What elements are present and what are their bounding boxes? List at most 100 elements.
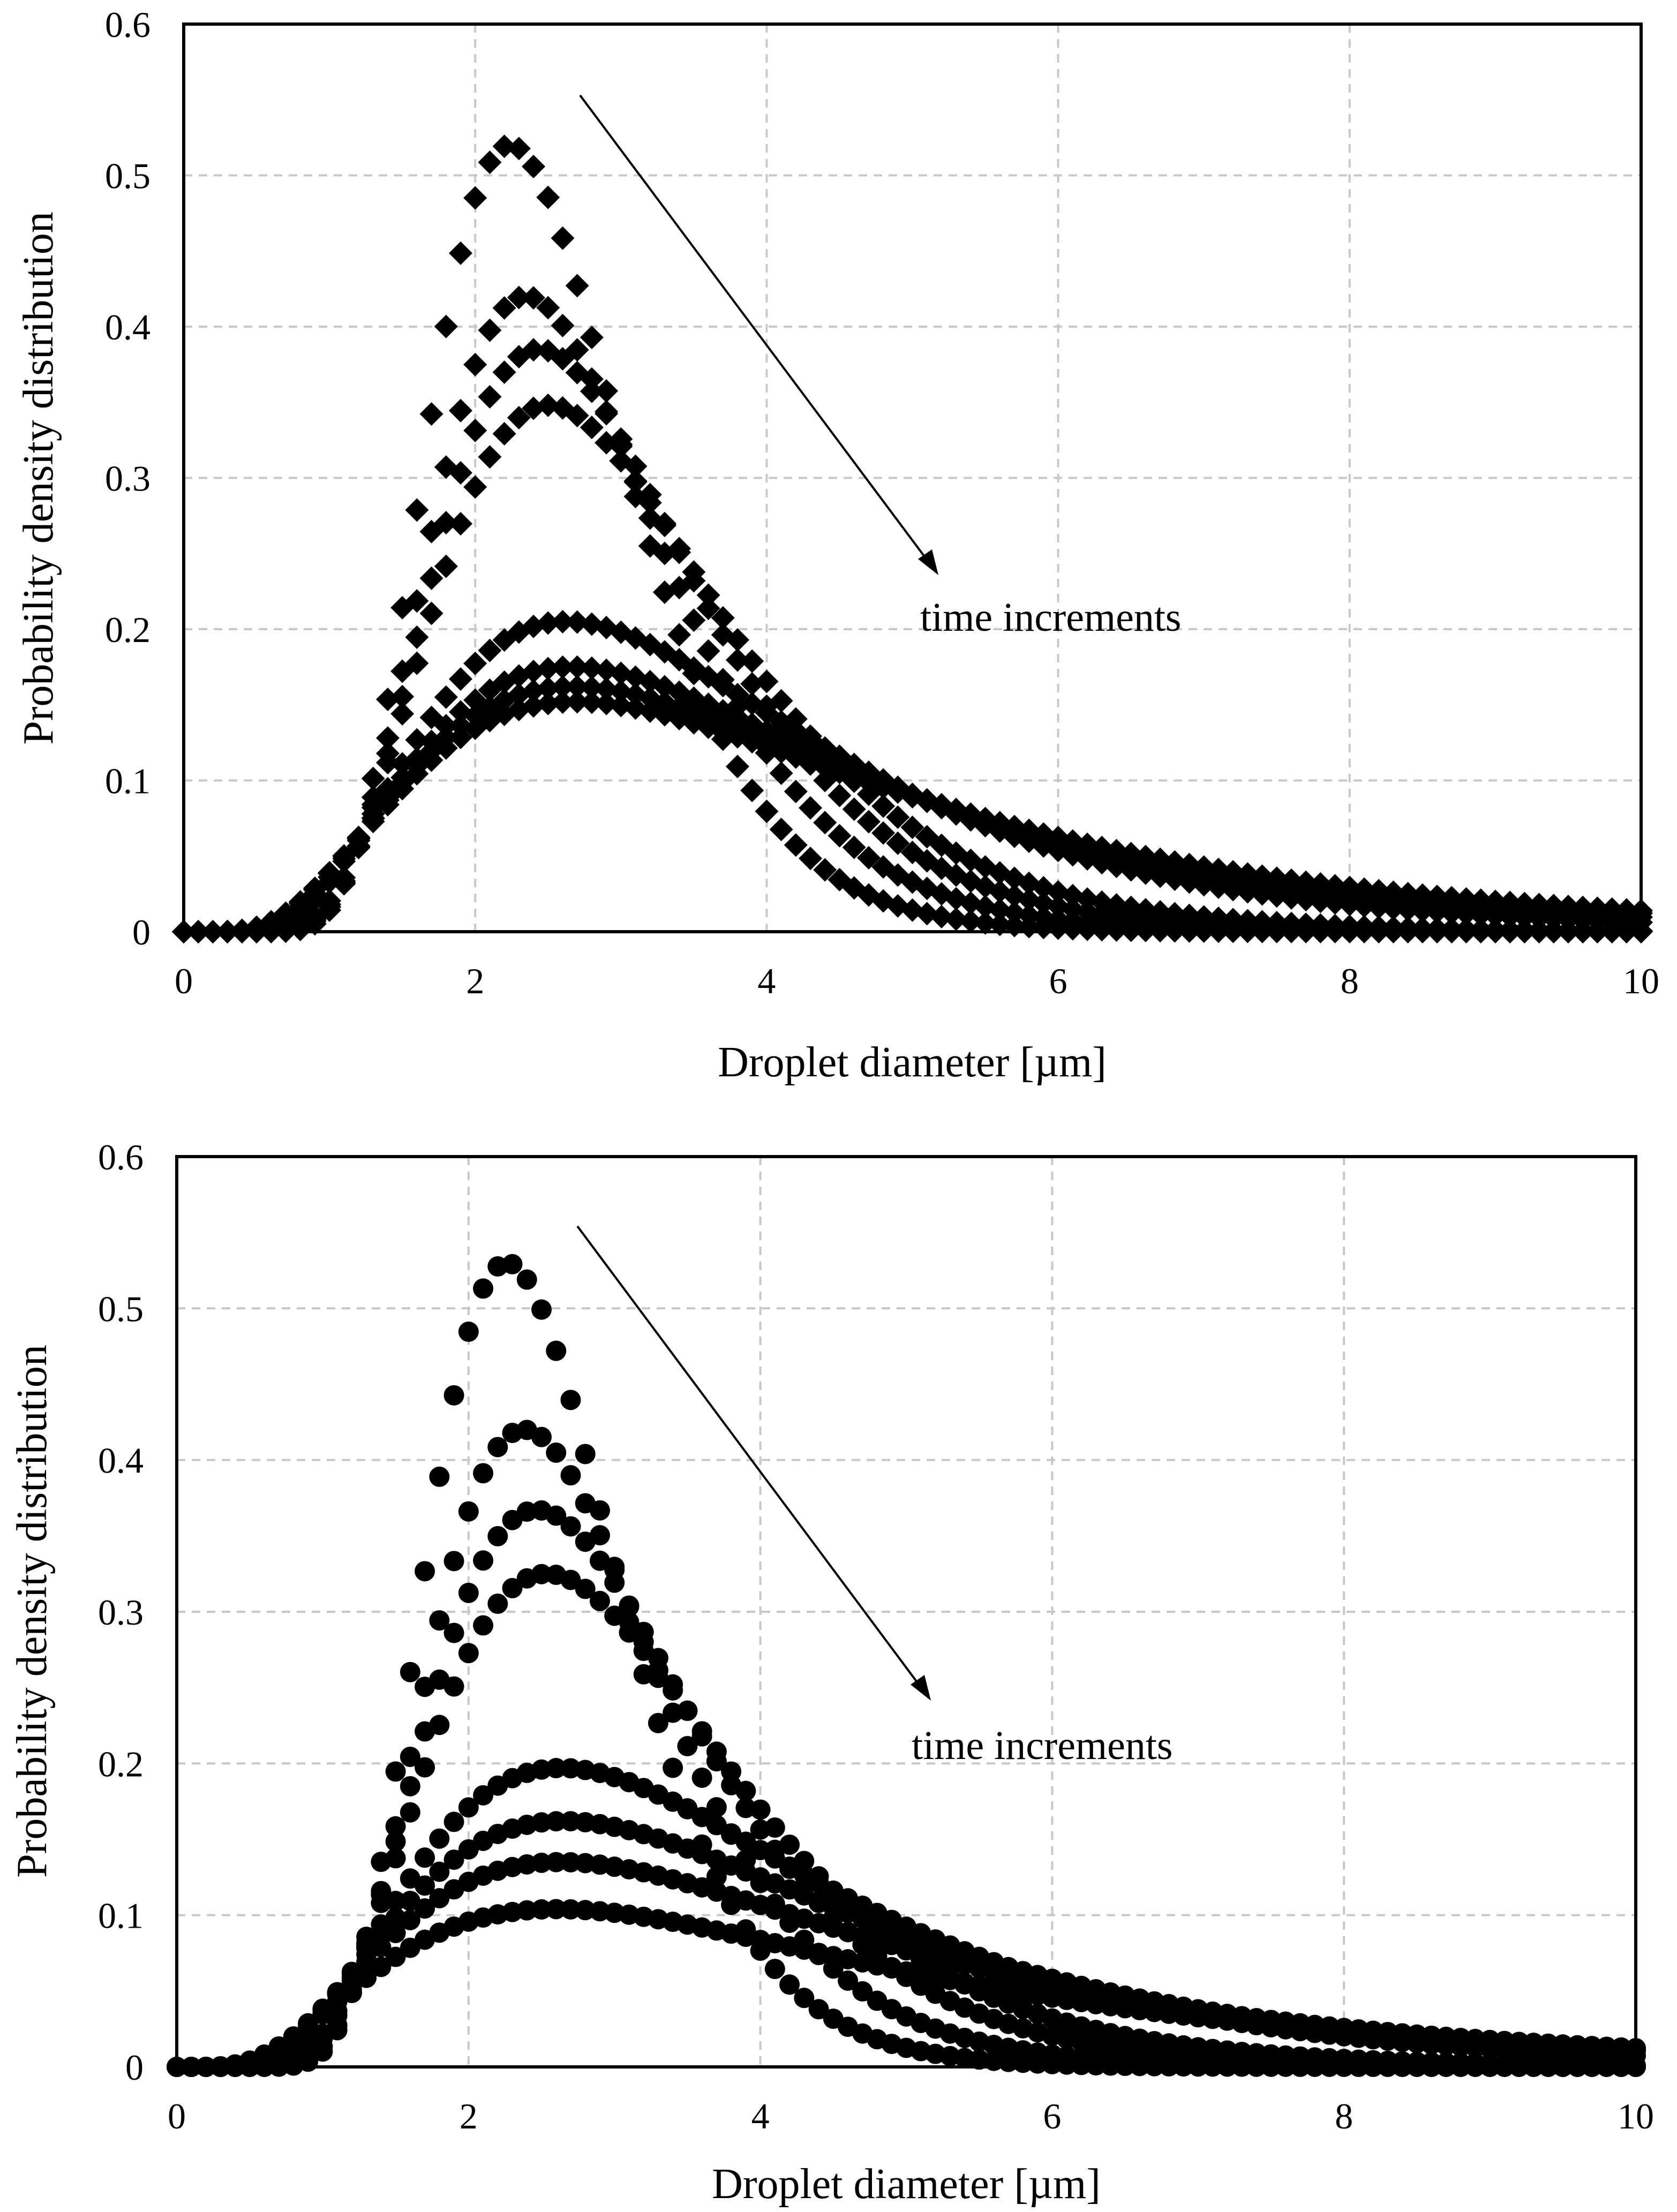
diamond-marker [565,610,589,634]
diamond-marker [1556,894,1580,918]
diamond-marker [609,449,633,473]
diamond-marker [1279,868,1303,892]
diamond-marker [595,431,619,455]
circle-marker [1523,2033,1544,2054]
diamond-marker [711,674,735,698]
circle-marker [560,1390,581,1410]
circle-marker [604,1605,625,1626]
diamond-marker [1337,875,1362,900]
diamond-marker [448,512,472,536]
circle-marker [1261,2014,1281,2035]
diamond-marker [769,761,793,785]
x-tick-label: 6 [1043,2096,1061,2136]
diamond-marker [784,833,808,857]
grid-top [184,24,1641,932]
time-arrow-bottom [576,1225,926,1693]
circle-marker [575,1531,596,1552]
diamond-marker [390,685,415,709]
diamond-marker [288,890,312,914]
diamond-marker [1513,918,1537,942]
diamond-marker [463,475,487,499]
circle-marker [1348,2022,1369,2043]
circle-marker [575,1444,596,1464]
diamond-marker [1381,880,1405,904]
y-tick-label: 0.1 [98,1896,144,1936]
diamond-marker [1148,900,1172,924]
circle-marker [764,1817,785,1838]
diamond-marker [492,360,516,384]
series-4-top [172,393,1653,943]
diamond-marker [361,810,385,834]
diamond-marker [405,728,429,752]
circle-marker [589,1590,610,1611]
diamond-marker [1381,916,1405,940]
diamond-marker [405,498,429,522]
diamond-marker [1410,883,1434,907]
diamond-marker [1454,917,1478,941]
circle-marker [589,1550,610,1571]
circle-marker [677,1736,698,1757]
data-points-bottom [167,1254,1646,2077]
diamond-marker [536,611,560,635]
y-tick-label: 0.4 [105,307,151,348]
diamond-marker [1206,907,1230,930]
circle-marker [779,1974,800,1995]
circle-marker [415,1847,435,1868]
circle-marker [1246,2013,1267,2034]
diamond-marker [565,675,589,699]
diamond-marker [886,805,910,829]
circle-marker [429,1610,450,1631]
circle-marker [1582,2036,1603,2057]
diamond-marker [842,797,866,821]
circle-marker [546,1442,567,1463]
diamond-marker [507,285,531,309]
diamond-marker [448,667,472,691]
diamond-marker [434,511,458,535]
series-8-bottom [167,1899,1646,2077]
circle-marker [371,1937,392,1958]
circle-marker [1334,2021,1355,2042]
diamond-marker [419,748,443,772]
diamond-marker [1469,888,1493,912]
circle-marker [473,1785,494,1806]
diamond-marker [813,811,837,835]
y-tick-label: 0.6 [98,1137,144,1177]
circle-marker [400,1802,420,1823]
circle-marker [268,2036,289,2057]
y-tick-label: 0.5 [105,156,151,197]
diamond-marker [1396,881,1420,905]
diamond-marker [1527,893,1551,917]
circle-marker [546,1758,567,1779]
diamond-marker [900,816,924,840]
diamond-marker [973,911,997,935]
circle-marker [458,1501,479,1522]
circle-marker [546,1852,567,1873]
x-tick-label: 8 [1335,2096,1353,2136]
diamond-marker [1367,879,1391,903]
circle-marker [1275,2016,1296,2037]
circle-marker [1275,2045,1296,2066]
circle-marker [764,1959,785,1980]
circle-marker [1479,2053,1500,2074]
diamond-marker [463,186,487,210]
diamond-marker [652,514,676,538]
diamond-marker [1425,917,1449,941]
circle-marker [1611,2037,1631,2058]
time-arrow-head-top [918,549,938,575]
diamond-marker [1221,908,1245,932]
circle-marker [779,1834,800,1855]
diamond-marker [580,326,604,350]
diamond-marker [1498,890,1522,915]
diamond-marker [318,860,342,885]
y-tick-label: 0 [132,912,151,953]
y-tick-label: 0.2 [98,1743,144,1784]
circle-marker [1319,2020,1340,2041]
diamond-marker [871,794,896,818]
diamond-marker [609,693,633,718]
diamond-marker [682,560,706,584]
circle-marker [473,1615,494,1636]
diamond-marker [799,847,823,871]
diamond-marker [492,422,516,446]
circle-marker [633,1621,654,1642]
